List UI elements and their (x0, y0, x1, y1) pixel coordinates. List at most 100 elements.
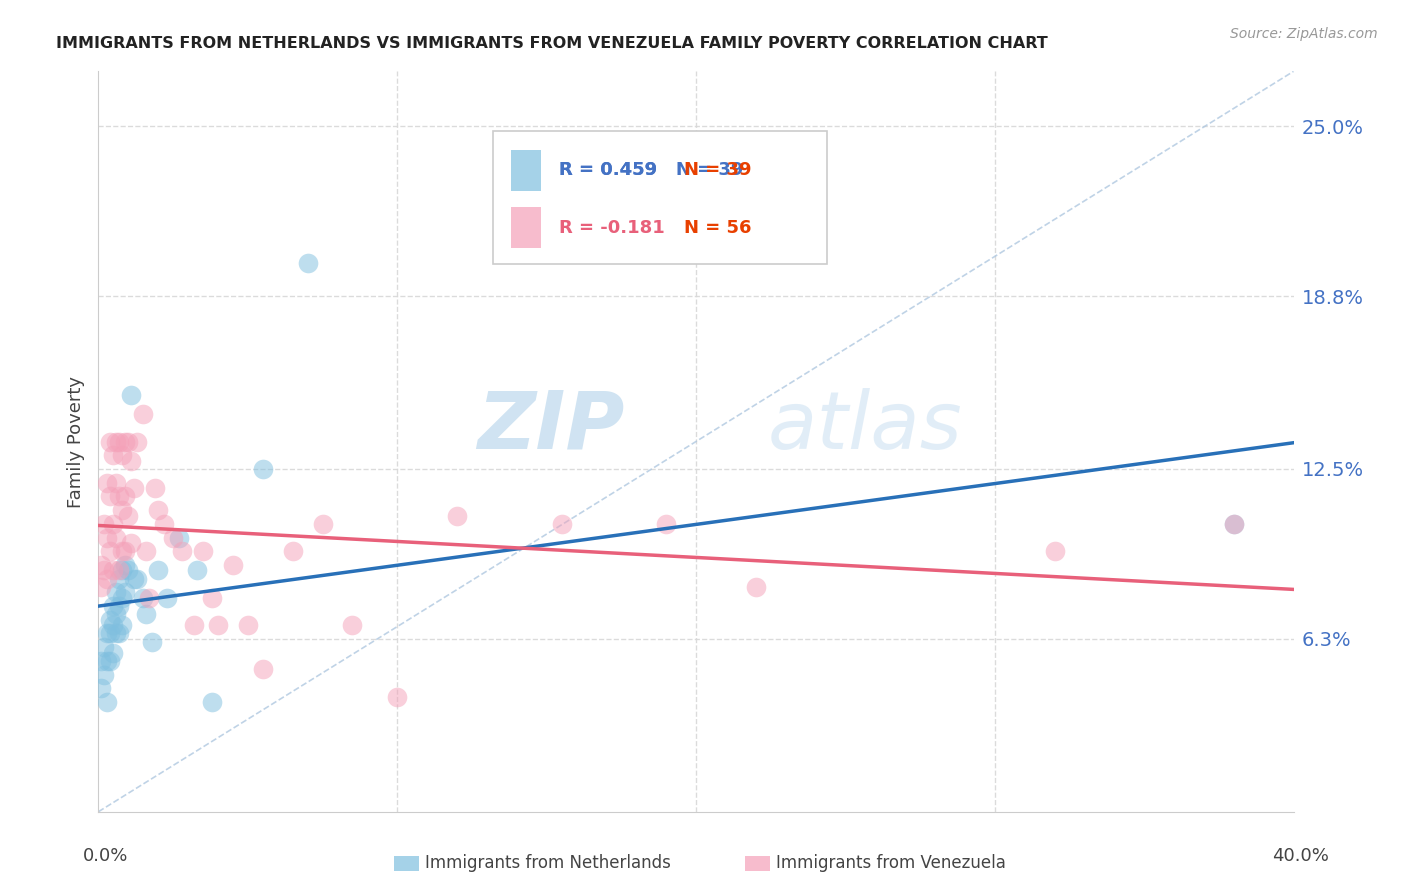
Text: 40.0%: 40.0% (1272, 847, 1329, 865)
Point (655, 516, 678, 531)
Point (90, 558, 112, 572)
Point (98, 626, 122, 640)
Point (90, 654, 112, 668)
Point (124, 481, 146, 495)
Point (162, 531, 184, 545)
Text: R = 0.459: R = 0.459 (558, 161, 657, 179)
Point (132, 591, 155, 605)
Point (446, 508, 468, 523)
Point (98, 654, 122, 668)
Text: 0.0%: 0.0% (83, 847, 128, 865)
Point (745, 580, 768, 594)
Point (156, 591, 179, 605)
Point (103, 618, 125, 632)
Point (111, 448, 134, 462)
Point (148, 563, 170, 577)
Text: Source: ZipAtlas.com: Source: ZipAtlas.com (1230, 27, 1378, 41)
Point (105, 626, 128, 640)
Point (103, 599, 125, 613)
Point (143, 481, 166, 495)
Point (90, 580, 112, 594)
Point (124, 572, 146, 586)
Point (385, 690, 409, 704)
Point (103, 646, 125, 660)
Point (96, 572, 118, 586)
Point (222, 558, 245, 572)
Point (93, 640, 115, 655)
Point (167, 531, 190, 545)
Point (111, 618, 134, 632)
Point (93, 667, 115, 681)
Point (98, 613, 122, 627)
Point (186, 563, 208, 577)
Point (114, 489, 136, 503)
Point (201, 591, 224, 605)
Text: Immigrants from Venezuela: Immigrants from Venezuela (776, 855, 1005, 872)
Point (105, 475, 128, 490)
Text: IMMIGRANTS FROM NETHERLANDS VS IMMIGRANTS FROM VENEZUELA FAMILY POVERTY CORRELAT: IMMIGRANTS FROM NETHERLANDS VS IMMIGRANT… (56, 36, 1047, 51)
Point (103, 448, 125, 462)
Point (252, 662, 274, 676)
Point (103, 563, 125, 577)
Point (90, 681, 112, 696)
Point (108, 434, 131, 449)
Point (252, 462, 274, 476)
Point (141, 634, 163, 648)
Point (117, 508, 139, 523)
Point (148, 503, 170, 517)
Point (127, 572, 149, 586)
Point (108, 599, 131, 613)
Y-axis label: Family Poverty: Family Poverty (66, 376, 84, 508)
Point (117, 434, 139, 449)
Point (138, 591, 160, 605)
Point (98, 434, 122, 449)
Point (114, 585, 136, 599)
Point (297, 256, 319, 270)
Point (111, 503, 134, 517)
Point (114, 434, 136, 449)
Point (105, 607, 128, 622)
Point (98, 544, 122, 558)
Point (172, 544, 194, 558)
Point (120, 454, 142, 468)
Point (103, 516, 125, 531)
Bar (510, 150, 541, 191)
Point (108, 572, 131, 586)
Point (96, 626, 118, 640)
Point (135, 607, 157, 622)
Text: Immigrants from Netherlands: Immigrants from Netherlands (425, 855, 671, 872)
Point (191, 544, 214, 558)
Point (111, 563, 134, 577)
Point (93, 563, 115, 577)
Text: R = -0.181: R = -0.181 (558, 219, 664, 236)
Point (550, 516, 572, 531)
Point (311, 516, 333, 531)
Point (108, 626, 131, 640)
Point (1043, 544, 1066, 558)
Point (108, 489, 131, 503)
FancyBboxPatch shape (494, 130, 828, 264)
Point (108, 563, 131, 577)
Point (111, 591, 134, 605)
Point (96, 654, 118, 668)
Text: N = 39: N = 39 (685, 161, 752, 179)
Point (96, 531, 118, 545)
Point (236, 618, 259, 632)
Point (127, 434, 149, 449)
Text: ZIP: ZIP (477, 388, 624, 466)
Point (105, 585, 128, 599)
Point (93, 516, 115, 531)
Point (135, 544, 157, 558)
Point (117, 563, 139, 577)
Point (153, 516, 176, 531)
Point (1223, 516, 1246, 531)
Text: atlas: atlas (768, 388, 963, 466)
Point (96, 475, 118, 490)
Point (114, 544, 136, 558)
Point (132, 407, 155, 421)
Point (281, 544, 304, 558)
Point (111, 544, 134, 558)
Point (207, 618, 229, 632)
Point (96, 695, 118, 709)
Text: N = 56: N = 56 (685, 219, 752, 236)
